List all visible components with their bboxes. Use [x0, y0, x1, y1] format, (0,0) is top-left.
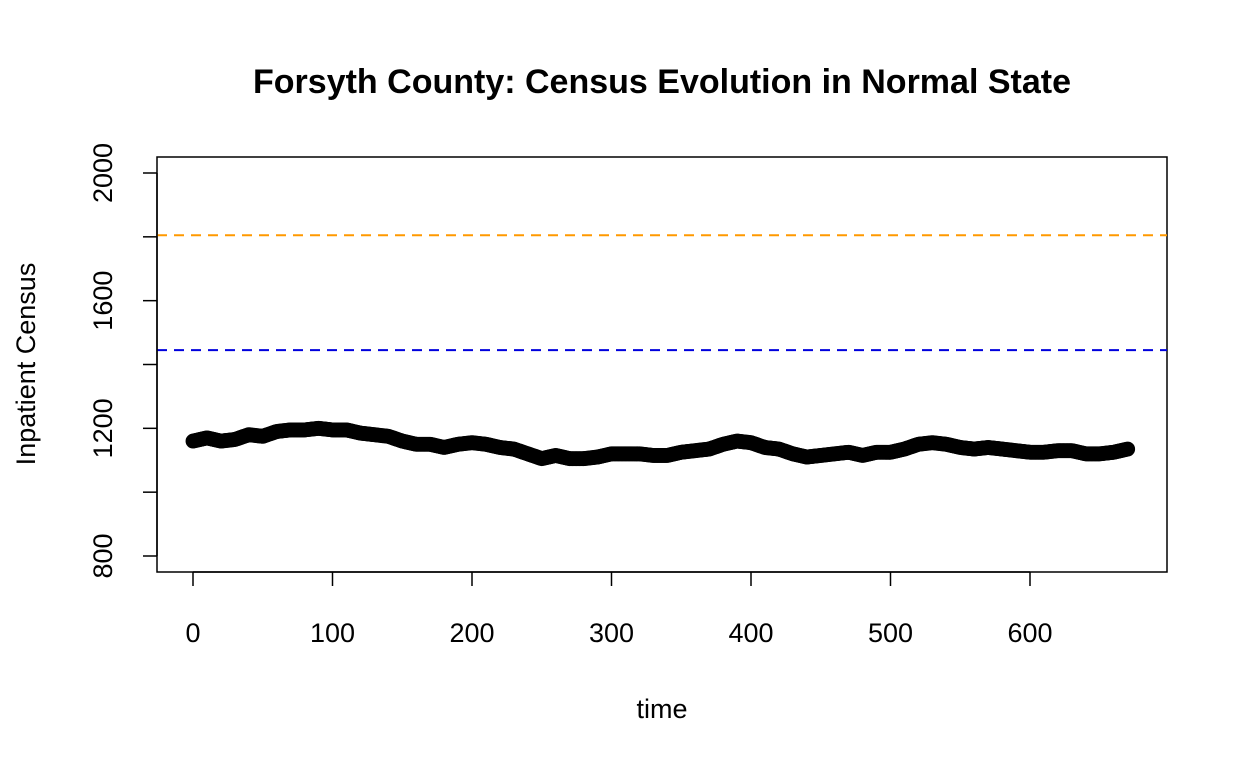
- x-axis-label: time: [636, 694, 687, 724]
- y-tick-label: 800: [88, 533, 118, 578]
- data-point: [1120, 441, 1136, 457]
- x-tick-label: 600: [1007, 618, 1052, 648]
- plot-frame: [156, 156, 1168, 573]
- y-tick-label: 1200: [88, 398, 118, 458]
- x-tick-label: 400: [728, 618, 773, 648]
- x-tick-label: 100: [310, 618, 355, 648]
- y-tick-label: 2000: [88, 143, 118, 203]
- y-tick-label: 1600: [88, 271, 118, 331]
- x-tick-label: 300: [589, 618, 634, 648]
- x-tick-label: 200: [449, 618, 494, 648]
- x-tick-label: 0: [185, 618, 200, 648]
- chart-title: Forsyth County: Census Evolution in Norm…: [253, 63, 1071, 101]
- y-axis-label: Inpatient Census: [11, 263, 41, 466]
- x-tick-label: 500: [868, 618, 913, 648]
